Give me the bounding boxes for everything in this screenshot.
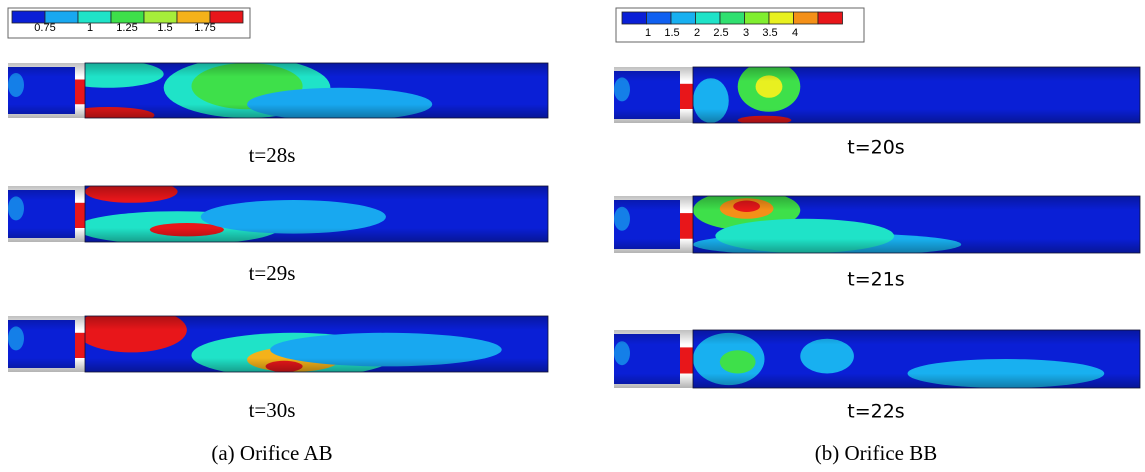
colorbar-swatch xyxy=(646,11,672,25)
pipe-shade xyxy=(614,196,1140,253)
colorbar-swatch xyxy=(209,10,244,24)
frame-label: t=21s xyxy=(847,269,904,291)
colorbar-label: 4 xyxy=(792,27,798,39)
colorbar-label: 1.25 xyxy=(116,22,137,34)
caption: (b) Orifice BB xyxy=(815,441,937,465)
colorbar-swatch xyxy=(670,11,696,25)
colorbar-swatch xyxy=(695,11,721,25)
colorbar-swatch xyxy=(817,11,843,25)
colorbar-swatch xyxy=(793,11,819,25)
frame-label: t=28s xyxy=(249,143,296,167)
pipe-shade xyxy=(614,67,1140,123)
colorbar-label: 1.75 xyxy=(194,22,215,34)
frame-label: t=30s xyxy=(249,398,296,422)
colorbar-label: 1.5 xyxy=(664,27,679,39)
colorbar-label: 0.75 xyxy=(34,22,55,34)
pipe-edge xyxy=(84,185,549,243)
caption: (a) Orifice AB xyxy=(211,441,332,465)
colorbar-swatch xyxy=(719,11,745,25)
pipe-edge xyxy=(84,62,549,119)
pipe-shade xyxy=(8,186,548,242)
colorbar-swatch xyxy=(77,10,112,24)
contour-plot xyxy=(8,185,549,243)
pipe-shade xyxy=(8,316,548,372)
colorbar-label: 1 xyxy=(87,22,93,34)
pipe-edge xyxy=(692,66,1141,124)
frame-label: t=20s xyxy=(847,137,904,159)
contour-plot xyxy=(8,315,549,373)
contour-plot xyxy=(614,195,1141,254)
pipe-edge xyxy=(84,315,549,373)
colorbar-label: 1 xyxy=(645,27,651,39)
pipe-edge xyxy=(692,195,1141,254)
pipe-shade xyxy=(8,63,548,118)
pipe-edge xyxy=(692,329,1141,389)
pipe-shade xyxy=(614,330,1140,388)
colorbar-label: 3.5 xyxy=(762,27,777,39)
colorbar-label: 1.5 xyxy=(157,22,172,34)
contour-plot xyxy=(8,62,549,119)
frame-label: t=29s xyxy=(249,261,296,285)
colorbar-swatch xyxy=(621,11,647,25)
contour-plot xyxy=(614,329,1141,389)
colorbar-label: 2 xyxy=(694,27,700,39)
colorbar-label: 3 xyxy=(743,27,749,39)
contour-plot xyxy=(614,66,1141,124)
colorbar-swatch xyxy=(768,11,794,25)
colorbar-label: 2.5 xyxy=(713,27,728,39)
frame-label: t=22s xyxy=(847,401,904,423)
colorbar-swatch xyxy=(744,11,770,25)
